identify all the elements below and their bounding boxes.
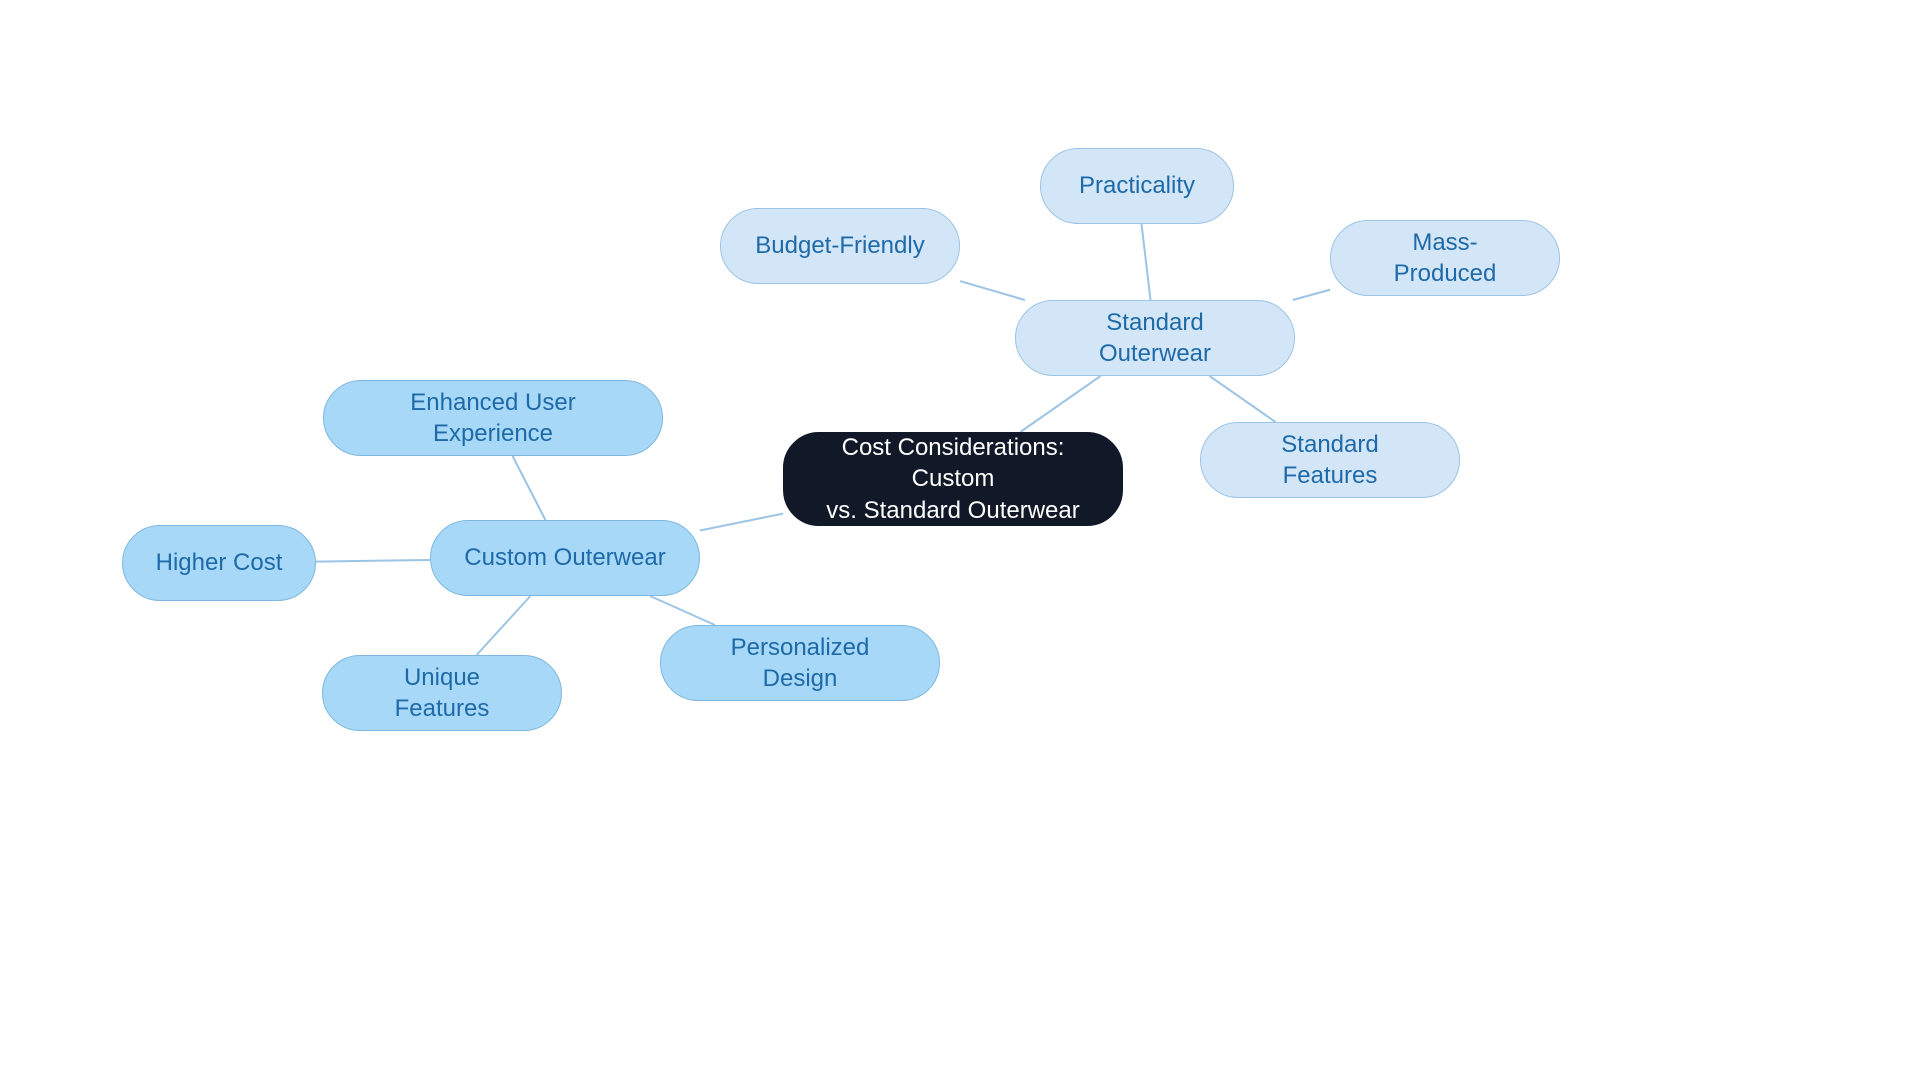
node-enhanced: Enhanced User Experience [323, 380, 663, 456]
node-center: Cost Considerations: Custom vs. Standard… [783, 432, 1123, 526]
node-budget: Budget-Friendly [720, 208, 960, 284]
node-label: Budget-Friendly [755, 230, 924, 261]
edge [1142, 224, 1151, 300]
node-label: Higher Cost [156, 547, 283, 578]
node-label: Unique Features [355, 662, 529, 724]
edge [700, 514, 783, 531]
node-label: Personalized Design [693, 632, 907, 694]
node-label: Enhanced User Experience [356, 387, 630, 449]
node-practicality: Practicality [1040, 148, 1234, 224]
node-label: Custom Outerwear [464, 542, 665, 573]
edge [1293, 290, 1330, 300]
edge [1210, 376, 1276, 422]
node-highercost: Higher Cost [122, 525, 316, 601]
edge [513, 456, 546, 520]
node-standard: Standard Outerwear [1015, 300, 1295, 376]
node-label: Standard Outerwear [1048, 307, 1262, 369]
edge [960, 281, 1025, 300]
node-personalized: Personalized Design [660, 625, 940, 701]
edge [477, 596, 531, 655]
edge [316, 560, 430, 562]
node-stdfeatures: Standard Features [1200, 422, 1460, 498]
node-label: Mass-Produced [1363, 227, 1527, 289]
edge [650, 596, 715, 625]
node-custom: Custom Outerwear [430, 520, 700, 596]
node-label: Practicality [1079, 170, 1195, 201]
edge [1020, 376, 1100, 432]
node-label: Standard Features [1233, 429, 1427, 491]
node-label: Cost Considerations: Custom vs. Standard… [816, 432, 1090, 526]
node-massproduced: Mass-Produced [1330, 220, 1560, 296]
node-unique: Unique Features [322, 655, 562, 731]
